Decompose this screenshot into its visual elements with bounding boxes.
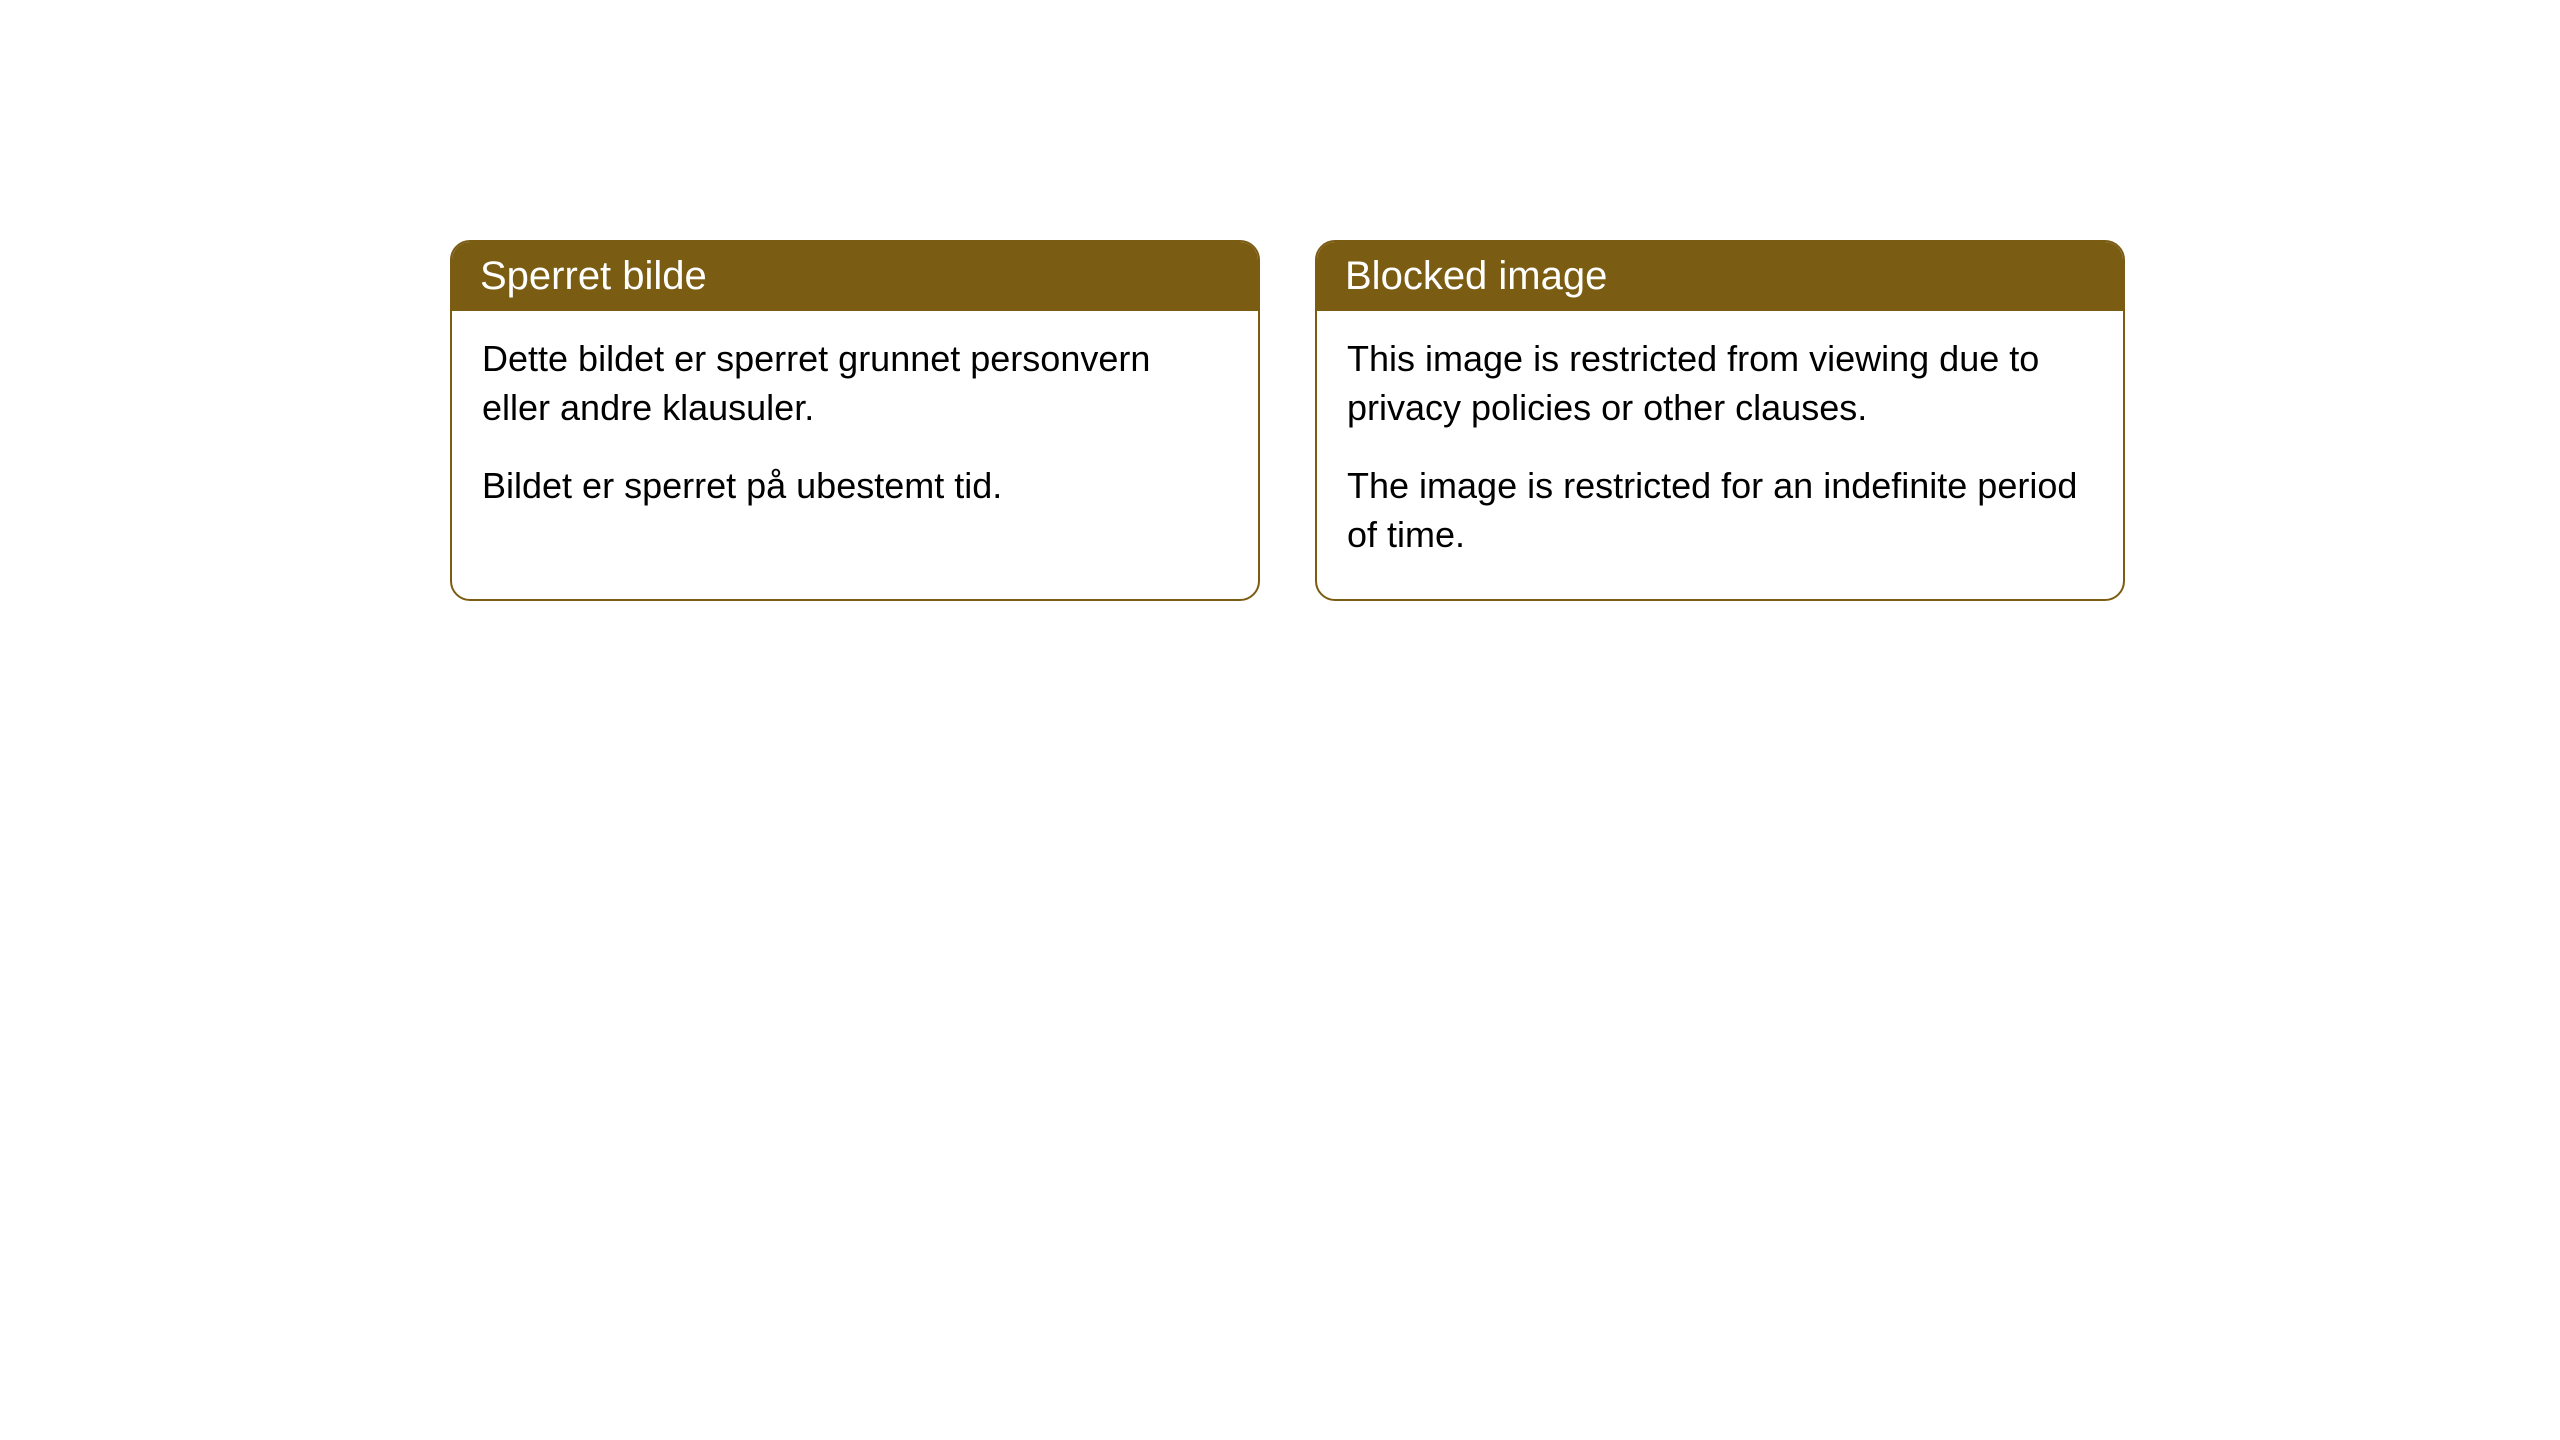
para2-norwegian: Bildet er sperret på ubestemt tid.: [482, 462, 1228, 511]
card-header-norwegian: Sperret bilde: [452, 242, 1258, 311]
para1-norwegian: Dette bildet er sperret grunnet personve…: [482, 335, 1228, 432]
card-body-norwegian: Dette bildet er sperret grunnet personve…: [452, 311, 1258, 551]
card-header-english: Blocked image: [1317, 242, 2123, 311]
card-norwegian: Sperret bilde Dette bildet er sperret gr…: [450, 240, 1260, 601]
cards-container: Sperret bilde Dette bildet er sperret gr…: [450, 240, 2125, 601]
card-body-english: This image is restricted from viewing du…: [1317, 311, 2123, 599]
card-english: Blocked image This image is restricted f…: [1315, 240, 2125, 601]
para1-english: This image is restricted from viewing du…: [1347, 335, 2093, 432]
para2-english: The image is restricted for an indefinit…: [1347, 462, 2093, 559]
